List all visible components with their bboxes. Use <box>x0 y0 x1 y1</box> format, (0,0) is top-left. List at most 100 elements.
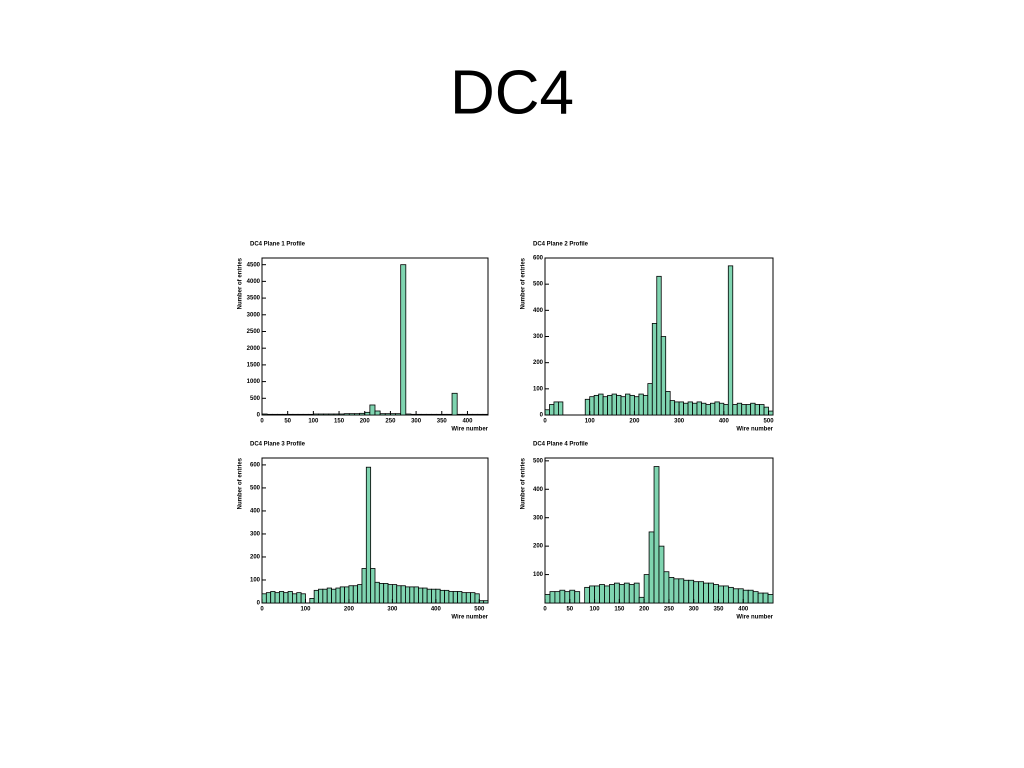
histogram-bar <box>742 589 749 604</box>
histogram-bar <box>452 591 458 604</box>
slide-title: DC4 <box>450 58 574 127</box>
histogram-bar <box>638 393 644 416</box>
histogram-bar <box>618 584 625 604</box>
y-tick-label: 300 <box>533 515 544 521</box>
x-axis-label: Wire number <box>451 427 488 433</box>
x-tick-label: 250 <box>664 607 675 613</box>
x-tick-label: 350 <box>713 607 724 613</box>
histogram-bar <box>339 586 345 604</box>
histogram-bar <box>413 586 419 604</box>
histogram-bar <box>673 578 680 604</box>
x-axis-label: Wire number <box>736 427 773 433</box>
y-tick-label: 3000 <box>247 312 261 318</box>
histogram-bar <box>767 594 774 604</box>
histogram-bar <box>369 404 376 416</box>
histogram-bar <box>656 275 662 416</box>
histogram-bar <box>405 586 411 604</box>
y-tick-label: 500 <box>250 396 261 402</box>
histogram-bar <box>634 396 640 416</box>
histogram-bar <box>439 589 445 604</box>
histogram-bar <box>277 413 283 416</box>
histogram-bar <box>348 413 355 416</box>
y-tick-label: 0 <box>257 601 261 607</box>
histogram-bar <box>723 404 729 416</box>
histogram-bar <box>444 589 450 604</box>
histogram-bar <box>752 591 759 604</box>
x-tick-label: 150 <box>614 607 625 613</box>
histogram-bar <box>318 413 325 416</box>
histogram-bar <box>638 596 645 604</box>
histogram-bar <box>602 396 608 416</box>
histogram-bar <box>370 568 376 604</box>
histogram-bar <box>604 585 610 604</box>
y-tick-label: 2000 <box>247 346 261 352</box>
histogram-bar <box>348 585 354 604</box>
histogram-bar <box>274 592 280 604</box>
x-tick-label: 400 <box>738 607 749 613</box>
x-tick-label: 400 <box>719 419 730 425</box>
histogram-bar <box>359 412 366 416</box>
histogram-bar <box>762 592 769 604</box>
x-tick-label: 100 <box>585 419 596 425</box>
histogram-bar <box>609 584 615 604</box>
histogram-bar <box>354 413 360 416</box>
histogram-bar <box>313 589 319 604</box>
histogram-bar <box>483 600 489 604</box>
x-tick-label: 200 <box>639 607 650 613</box>
histogram-bar <box>410 413 417 416</box>
histogram-bar <box>441 413 448 416</box>
histogram-bar <box>625 393 631 416</box>
histogram-bar <box>569 589 576 604</box>
x-tick-label: 500 <box>764 419 775 425</box>
histogram-bar <box>623 582 630 604</box>
y-tick-label: 300 <box>250 532 261 538</box>
x-tick-label: 0 <box>543 607 547 613</box>
histogram-bar <box>683 579 690 604</box>
chart-title: DC4 Plane 1 Profile <box>250 242 306 248</box>
histogram-bar <box>648 531 655 604</box>
y-tick-label: 3500 <box>247 296 261 302</box>
histogram-bar <box>687 401 693 416</box>
histogram-bar <box>757 592 764 604</box>
histogram-bar <box>344 586 350 604</box>
y-tick-label: 500 <box>533 282 544 288</box>
histogram-bar <box>420 413 427 416</box>
histogram-bar <box>364 411 371 416</box>
histogram-bar <box>387 584 393 604</box>
x-tick-label: 100 <box>300 607 311 613</box>
y-tick-label: 1000 <box>247 379 261 385</box>
y-axis-label: Number of entries <box>238 457 244 509</box>
histogram-bar <box>266 413 273 416</box>
histogram-bar <box>261 593 267 604</box>
histogram-bar <box>678 578 685 604</box>
histogram-bar <box>558 401 564 416</box>
histogram-bar <box>736 402 743 416</box>
chart-title: DC4 Plane 2 Profile <box>533 242 589 248</box>
histogram-bar <box>714 401 720 416</box>
x-tick-label: 300 <box>387 607 398 613</box>
histogram-bar <box>741 404 747 416</box>
histogram-bar <box>461 413 468 416</box>
x-tick-label: 500 <box>474 607 485 613</box>
histogram-bar <box>357 584 363 604</box>
histogram-bar <box>727 586 734 604</box>
histogram-bar <box>361 568 367 604</box>
histogram-bar <box>384 413 391 416</box>
x-axis-label: Wire number <box>451 615 488 621</box>
histogram-bar <box>335 587 341 604</box>
y-tick-label: 600 <box>250 462 261 468</box>
histogram-bar <box>544 594 551 604</box>
y-tick-label: 100 <box>533 386 544 392</box>
histogram-bar <box>688 579 695 604</box>
histogram-bar <box>544 409 550 416</box>
histogram-bar <box>647 383 653 416</box>
histogram-bar <box>287 413 294 416</box>
histogram-bar <box>331 588 337 604</box>
histogram-bar <box>318 588 324 604</box>
histogram-bar <box>665 391 671 416</box>
histogram-bar <box>482 413 489 416</box>
x-tick-label: 400 <box>462 419 473 425</box>
histogram-bar <box>669 400 676 416</box>
histogram-bar <box>633 582 640 604</box>
